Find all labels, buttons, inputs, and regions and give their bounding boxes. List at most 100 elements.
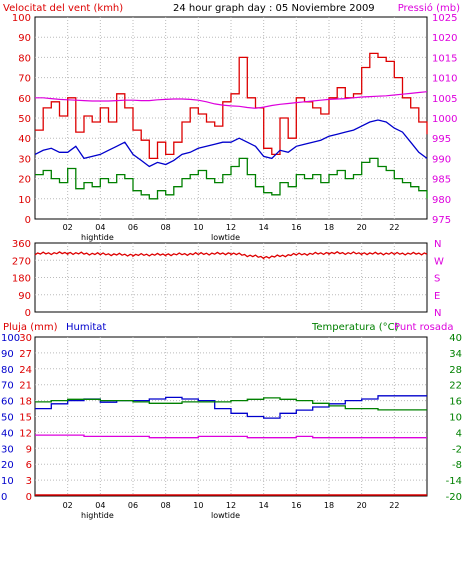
humidity-tick-label: 30 xyxy=(1,444,14,455)
wind-speed-line xyxy=(34,119,428,168)
pressure-tick-label: 1015 xyxy=(432,53,457,64)
wind-speed-tick-label: 50 xyxy=(18,114,31,125)
dewpoint-axis-label: Punt rosada xyxy=(394,322,453,333)
wind-speed-tick-label: 80 xyxy=(18,53,31,64)
hour-tick-label: 14 xyxy=(259,501,269,510)
temperature-tick-label: 40 xyxy=(449,333,462,344)
wind-speed-tick-label: 100 xyxy=(12,13,31,24)
temperature-ticks: 40 34 28 22 16 10 4 -2 -8 -14 -20 xyxy=(446,333,462,503)
rain-tick-label: 0 xyxy=(26,492,32,503)
wind-speed-tick-label: 30 xyxy=(18,154,31,165)
humidity-tick-label: 50 xyxy=(1,413,14,424)
pressure-tick-label: 995 xyxy=(432,134,451,145)
temperature-tick-label: 22 xyxy=(449,381,462,392)
hightide-label-top: hightide xyxy=(81,233,114,242)
hour-tick-label: 04 xyxy=(95,501,105,510)
temperature-tick-label: 4 xyxy=(456,428,462,439)
rain-tick-label: 12 xyxy=(19,428,32,439)
pressure-tick-label: 985 xyxy=(432,175,451,186)
humidity-tick-label: 100 xyxy=(1,333,20,344)
pressure-tick-label: 975 xyxy=(432,215,451,226)
average-wind-line xyxy=(35,157,428,200)
pressure-tick-label: 1000 xyxy=(432,114,457,125)
humidity-tick-label: 40 xyxy=(1,428,14,439)
temperature-tick-label: 10 xyxy=(449,413,462,424)
wind-direction-lines xyxy=(34,251,428,260)
rain-tick-label: 6 xyxy=(26,460,32,471)
lowtide-label-top: lowtide xyxy=(211,233,240,242)
wind-gust-line xyxy=(35,52,428,160)
pressure-tick-label: 1020 xyxy=(432,33,457,44)
humidity-tick-label: 60 xyxy=(1,397,14,408)
hour-tick-label: 12 xyxy=(226,223,236,232)
wind-pressure-lines xyxy=(34,52,428,200)
humidity-axis-label: Humitat xyxy=(66,322,106,333)
temperature-tick-label: 16 xyxy=(449,397,462,408)
pressure-axis-label: Pressió (mb) xyxy=(398,2,460,14)
compass-letter: W xyxy=(434,256,444,267)
rain-tick-label: 18 xyxy=(19,397,32,408)
hour-tick-label: 04 xyxy=(95,223,105,232)
hour-tick-label: 06 xyxy=(128,223,138,232)
humidity-tick-label: 0 xyxy=(1,492,7,503)
wind-speed-tick-label: 90 xyxy=(18,33,31,44)
rain-tick-label: 27 xyxy=(19,349,32,360)
rain-tick-label: 3 xyxy=(26,476,32,487)
hour-tick-label: 20 xyxy=(357,501,367,510)
hour-tick-label: 12 xyxy=(226,501,236,510)
hour-tick-label: 16 xyxy=(291,501,301,510)
hour-tick-label: 06 xyxy=(128,501,138,510)
temperature-tick-label: -8 xyxy=(452,460,462,471)
temperature-tick-label: -14 xyxy=(446,476,462,487)
hour-ticks-top: 02 04 06 08 10 12 14 16 18 20 22 xyxy=(63,223,400,232)
temperature-line xyxy=(35,397,427,411)
temperature-tick-label: -20 xyxy=(446,492,462,503)
wind-speed-tick-label: 60 xyxy=(18,94,31,105)
wind-direction-tick-label: 0 xyxy=(25,308,31,319)
humidity-tick-label: 70 xyxy=(1,381,14,392)
pressure-ticks: 1025 1020 1015 1010 1005 1000 995 990 985 980 975 xyxy=(432,13,457,226)
compass-letter: E xyxy=(434,291,440,302)
rain-tick-label: 9 xyxy=(26,444,32,455)
wind-speed-tick-label: 10 xyxy=(18,195,31,206)
compass-letter: N xyxy=(434,239,441,250)
wind-direction-tick-label: 360 xyxy=(12,239,31,250)
temperature-tick-label: 34 xyxy=(449,349,462,360)
hightide-label-bottom: hightide xyxy=(81,511,114,520)
wind-speed-tick-label: 20 xyxy=(18,175,31,186)
wind-direction-tick-label: 270 xyxy=(12,256,31,267)
compass-letter: S xyxy=(434,274,440,285)
humidity-tick-label: 10 xyxy=(1,476,14,487)
hour-tick-label: 14 xyxy=(259,223,269,232)
graph-title: 24 hour graph day : 05 Noviembre 2009 xyxy=(173,3,375,14)
hour-tick-label: 02 xyxy=(63,223,73,232)
humidity-tick-label: 80 xyxy=(1,365,14,376)
hour-tick-label: 22 xyxy=(389,223,399,232)
rain-tick-label: 30 xyxy=(19,333,32,344)
hour-ticks-bottom: 02 04 06 08 10 12 14 16 18 20 22 xyxy=(63,501,400,510)
wind-speed-tick-label: 40 xyxy=(18,134,31,145)
compass-letter: N xyxy=(434,308,441,319)
lowtide-label-bottom: lowtide xyxy=(211,511,240,520)
humidity-tick-label: 90 xyxy=(1,349,14,360)
wind-direction-ticks: 360 270 180 90 0 xyxy=(12,239,31,319)
humidity-tick-label: 20 xyxy=(1,460,14,471)
temperature-tick-label: -2 xyxy=(452,444,462,455)
hour-tick-label: 16 xyxy=(291,223,301,232)
hour-tick-label: 02 xyxy=(63,501,73,510)
dewpoint-line xyxy=(35,434,427,439)
hour-tick-label: 10 xyxy=(193,501,203,510)
wind-speed-tick-label: 70 xyxy=(18,74,31,85)
temperature-axis-label: Temperatura (°C) xyxy=(311,322,399,333)
pressure-tick-label: 1025 xyxy=(432,13,457,24)
hour-tick-label: 08 xyxy=(161,501,171,510)
pressure-line xyxy=(35,91,428,109)
rain-tick-label: 21 xyxy=(19,381,32,392)
hour-tick-label: 20 xyxy=(357,223,367,232)
hour-tick-label: 18 xyxy=(324,501,334,510)
